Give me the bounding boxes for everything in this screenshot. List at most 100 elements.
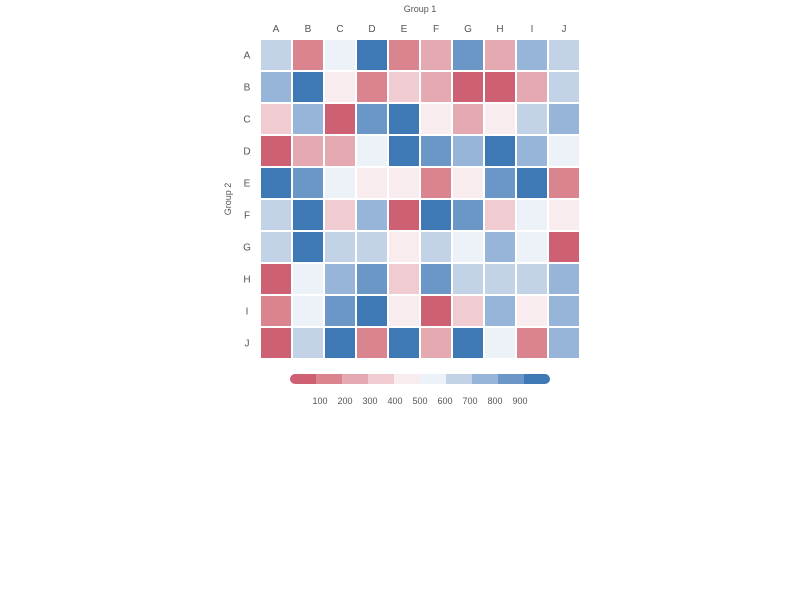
heatmap-cell [261, 168, 291, 198]
colorbar-tick-label: 500 [412, 396, 427, 406]
heatmap-cell [485, 200, 515, 230]
colorbar: 100 200 300 400 500 600 700 800 900 [290, 374, 550, 406]
heatmap-cell [325, 232, 355, 262]
heatmap-cell [549, 168, 579, 198]
heatmap-cell [389, 168, 419, 198]
y-tick-label: B [244, 83, 251, 94]
heatmap-cell [261, 104, 291, 134]
heatmap-cell [485, 328, 515, 358]
x-tick-label: C [336, 24, 343, 35]
heatmap-cell [517, 40, 547, 70]
heatmap-cell [453, 232, 483, 262]
x-tick-label: A [273, 24, 280, 35]
heatmap-cell [421, 232, 451, 262]
heatmap-cell [485, 296, 515, 326]
heatmap-cell [261, 72, 291, 102]
colorbar-segment [472, 374, 499, 384]
heatmap-cell [293, 296, 323, 326]
heatmap-cell [293, 264, 323, 294]
heatmap-cell [389, 264, 419, 294]
heatmap-cell [389, 296, 419, 326]
heatmap-cell [485, 104, 515, 134]
heatmap-cell [261, 232, 291, 262]
heatmap-cells [261, 40, 579, 358]
x-axis-label: Group 1 [404, 4, 437, 14]
heatmap-cell [357, 168, 387, 198]
heatmap-cell [357, 296, 387, 326]
heatmap-cell [517, 328, 547, 358]
heatmap-cell [325, 168, 355, 198]
heatmap-cell [549, 328, 579, 358]
x-tick-label: G [464, 24, 472, 35]
colorbar-segment [342, 374, 369, 384]
heatmap-cell [357, 136, 387, 166]
heatmap-cell [325, 264, 355, 294]
heatmap-cell [421, 200, 451, 230]
heatmap-cell [549, 136, 579, 166]
heatmap-cell [517, 136, 547, 166]
heatmap-cell [485, 40, 515, 70]
heatmap-cell [421, 72, 451, 102]
heatmap-cell [357, 264, 387, 294]
heatmap-cell [549, 296, 579, 326]
heatmap-cell [485, 168, 515, 198]
colorbar-segment [420, 374, 447, 384]
heatmap-cell [549, 40, 579, 70]
colorbar-segment [290, 374, 317, 384]
x-tick-label: E [401, 24, 408, 35]
heatmap-cell [357, 328, 387, 358]
colorbar-tick-label: 300 [362, 396, 377, 406]
heatmap-cell [389, 40, 419, 70]
heatmap-cell [389, 200, 419, 230]
y-tick-label: F [244, 211, 250, 222]
heatmap-cell [517, 264, 547, 294]
colorbar-tick-label: 800 [487, 396, 502, 406]
colorbar-tick-label: 400 [387, 396, 402, 406]
x-tick-label: D [368, 24, 375, 35]
heatmap-cell [261, 296, 291, 326]
y-tick-label: E [244, 179, 251, 190]
heatmap-cell [421, 104, 451, 134]
heatmap-cell [325, 136, 355, 166]
colorbar-tick-label: 200 [337, 396, 352, 406]
heatmap-cell [517, 232, 547, 262]
heatmap-cell [261, 136, 291, 166]
heatmap-cell [325, 40, 355, 70]
heatmap-cell [421, 40, 451, 70]
heatmap-cell [517, 200, 547, 230]
heatmap-cell [293, 200, 323, 230]
colorbar-segment [316, 374, 343, 384]
colorbar-segment [524, 374, 550, 384]
heatmap-cell [549, 200, 579, 230]
heatmap-cell [549, 72, 579, 102]
heatmap-cell [421, 168, 451, 198]
colorbar-segment [498, 374, 525, 384]
heatmap-cell [357, 40, 387, 70]
heatmap-cell [293, 232, 323, 262]
heatmap-cell [389, 104, 419, 134]
heatmap-cell [325, 200, 355, 230]
heatmap-cell [293, 40, 323, 70]
heatmap-cell [453, 200, 483, 230]
heatmap-cell [421, 264, 451, 294]
heatmap-cell [549, 264, 579, 294]
heatmap-cell [421, 328, 451, 358]
y-tick-label: A [244, 51, 251, 62]
x-tick-label: F [433, 24, 439, 35]
heatmap-cell [293, 72, 323, 102]
heatmap-cell [453, 136, 483, 166]
heatmap-cell [389, 328, 419, 358]
heatmap-cell [325, 328, 355, 358]
heatmap-cell [261, 328, 291, 358]
heatmap-cell [453, 104, 483, 134]
heatmap-cell [453, 296, 483, 326]
y-tick-label: H [243, 275, 250, 286]
y-tick-label: D [243, 147, 250, 158]
heatmap-cell [357, 72, 387, 102]
y-tick-label: C [243, 115, 250, 126]
heatmap-cell [293, 168, 323, 198]
heatmap-cell [421, 296, 451, 326]
x-tick-label: I [531, 24, 534, 35]
heatmap-cell [517, 168, 547, 198]
